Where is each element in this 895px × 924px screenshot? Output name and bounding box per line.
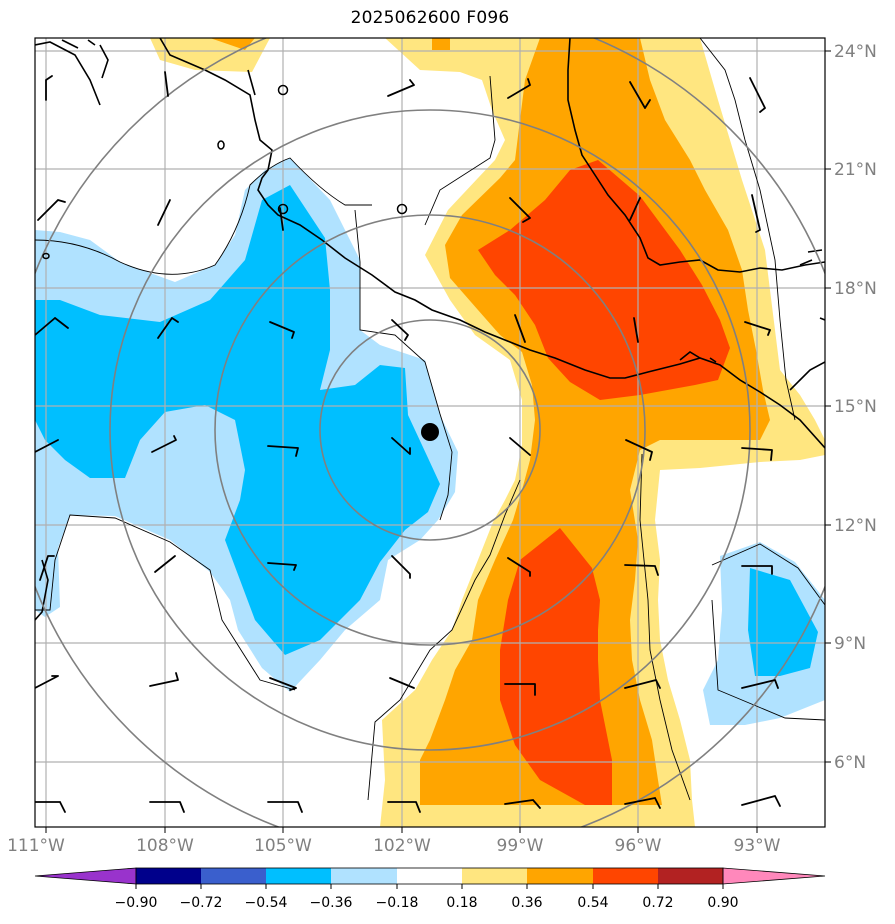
colorbar-segment [201, 868, 266, 884]
colorbar-ticks [135, 884, 724, 889]
map-frame [34, 37, 826, 828]
lat-label-21n: 21°N [834, 160, 877, 180]
lon-label-96w: 96°W [615, 836, 662, 856]
storm-center-marker [421, 423, 439, 441]
colorbar-segment [462, 868, 527, 884]
graticule [35, 38, 825, 827]
lat-label-12n: 12°N [834, 516, 877, 536]
lat-label-18n: 18°N [834, 279, 877, 299]
negative-anomaly-region [35, 185, 440, 655]
lon-label-93w: 93°W [734, 836, 781, 856]
station-markers [42, 84, 408, 260]
lat-ticks [825, 50, 831, 763]
positive-anomaly-region [210, 38, 255, 50]
colorbar-segment [593, 868, 658, 884]
colorbar-tick-label: 0.36 [511, 895, 542, 911]
colorbar-frame [135, 867, 724, 885]
lat-label-9n: 9°N [834, 634, 866, 654]
lon-label-99w: 99°W [497, 836, 544, 856]
lon-labels: 111°W 108°W 105°W 102°W 99°W 96°W 93°W [7, 836, 781, 856]
strong-positive-anomaly-region [478, 160, 730, 400]
colorbar-segment [397, 868, 462, 884]
wind-barbs [35, 71, 781, 813]
colorbar-tick-label: 0.90 [707, 895, 738, 911]
lon-label-102w: 102°W [373, 836, 431, 856]
colorbar-tick-label: 0.18 [446, 895, 477, 911]
colorbar-tick-label: 0.54 [577, 895, 608, 911]
map-title: 2025062600 F096 [350, 8, 510, 28]
colorbar-tick-label: 0.72 [642, 895, 673, 911]
colorbar-segment [266, 868, 331, 884]
lon-label-108w: 108°W [136, 836, 194, 856]
lon-label-105w: 105°W [254, 836, 312, 856]
colorbar-segment [527, 868, 593, 884]
colorbar-tick-label: −0.18 [376, 895, 419, 911]
colorbar-segment [658, 868, 723, 884]
lat-label-6n: 6°N [834, 753, 866, 773]
colorbar-tick-label: −0.36 [310, 895, 353, 911]
coastline [35, 38, 825, 621]
lat-label-15n: 15°N [834, 397, 877, 417]
colorbar: −0.90 −0.72 −0.54 −0.36 −0.18 0.18 0.36 … [34, 867, 826, 911]
strong-positive-anomaly-region-south [500, 528, 612, 805]
positive-anomaly-region-small [432, 38, 450, 50]
colorbar-segment [136, 868, 201, 884]
colorbar-extend-high [722, 867, 826, 885]
lat-label-24n: 24°N [834, 42, 877, 62]
lon-label-111w: 111°W [7, 836, 65, 856]
negative-anomaly-region-east [748, 568, 818, 676]
colorbar-extend-low [34, 867, 137, 885]
colorbar-tick-label: −0.90 [115, 895, 158, 911]
range-rings [35, 38, 825, 827]
colorbar-tick-label: −0.72 [180, 895, 223, 911]
map-plot-area [35, 38, 825, 827]
anomaly-contours [35, 38, 825, 801]
lon-ticks [45, 827, 758, 833]
lat-labels: 24°N 21°N 18°N 15°N 12°N 9°N 6°N [834, 42, 877, 773]
colorbar-tick-label: −0.54 [245, 895, 288, 911]
colorbar-segment [331, 868, 397, 884]
